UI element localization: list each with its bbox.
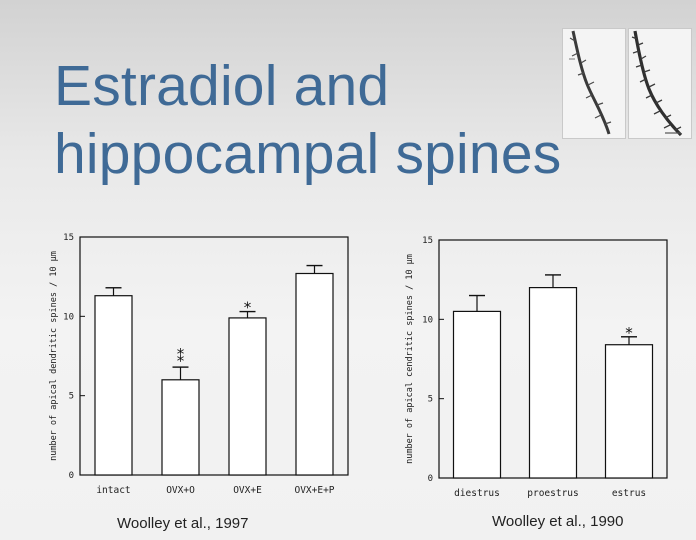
chart-woolley-1997: 0 5 10 15 number of apical dendritic spines … [0, 220, 350, 540]
slide-title-line-2: hippocampal spines [54, 122, 562, 186]
significance-marker: * [625, 324, 633, 342]
y-axis-label: number of apical cendritic spines / 10 µ… [405, 254, 415, 464]
x-tick-label: diestrus [454, 488, 500, 499]
bar-proestrus [528, 286, 578, 479]
bar-OVX+E [228, 317, 267, 476]
y-tick-label: 5 [428, 395, 433, 405]
dendrite-micrograph-left [562, 28, 626, 139]
bar-intact [94, 295, 133, 476]
bar-diestrus [452, 310, 502, 479]
dendrite-micrograph-right [628, 28, 692, 139]
bar-OVX+E+P [295, 272, 334, 476]
y-tick-label: 10 [63, 312, 74, 322]
bar-estrus [604, 344, 654, 479]
x-tick-label: OVX+E [233, 485, 262, 496]
y-tick-label: 15 [63, 233, 74, 243]
slide-title-line-1: Estradiol and [54, 54, 390, 118]
bar-OVX+O [161, 379, 200, 476]
chart-caption-1997: Woolley et al., 1997 [117, 515, 249, 532]
chart-caption-1990: Woolley et al., 1990 [492, 513, 624, 530]
slide-title: Estradiol and hippocampal spines [54, 52, 561, 188]
x-tick-label: OVX+E+P [294, 485, 334, 496]
significance-marker: * [177, 345, 185, 363]
x-tick-label: proestrus [527, 488, 578, 499]
chart-woolley-1990-svg: 0 5 10 15 number of apical cendritic spines … [405, 236, 668, 499]
y-axis-label: number of apical dendritic spines / 10 µ… [49, 251, 59, 461]
significance-marker: * [244, 299, 252, 317]
x-tick-label: estrus [612, 488, 646, 499]
y-tick-label: 5 [69, 392, 74, 402]
y-tick-label: 0 [428, 474, 433, 484]
plot-frame [79, 236, 349, 476]
y-tick-label: 10 [422, 315, 433, 325]
chart-woolley-1990: 0 5 10 15 number of apical cendritic spines … [350, 220, 696, 520]
y-tick-label: 0 [69, 471, 74, 481]
x-tick-label: OVX+O [166, 485, 195, 496]
significance-marker: * [177, 352, 185, 370]
y-tick-label: 15 [422, 236, 433, 246]
chart-woolley-1997-svg: 0 5 10 15 number of apical dendritic spines … [49, 233, 349, 496]
x-tick-label: intact [96, 485, 130, 496]
